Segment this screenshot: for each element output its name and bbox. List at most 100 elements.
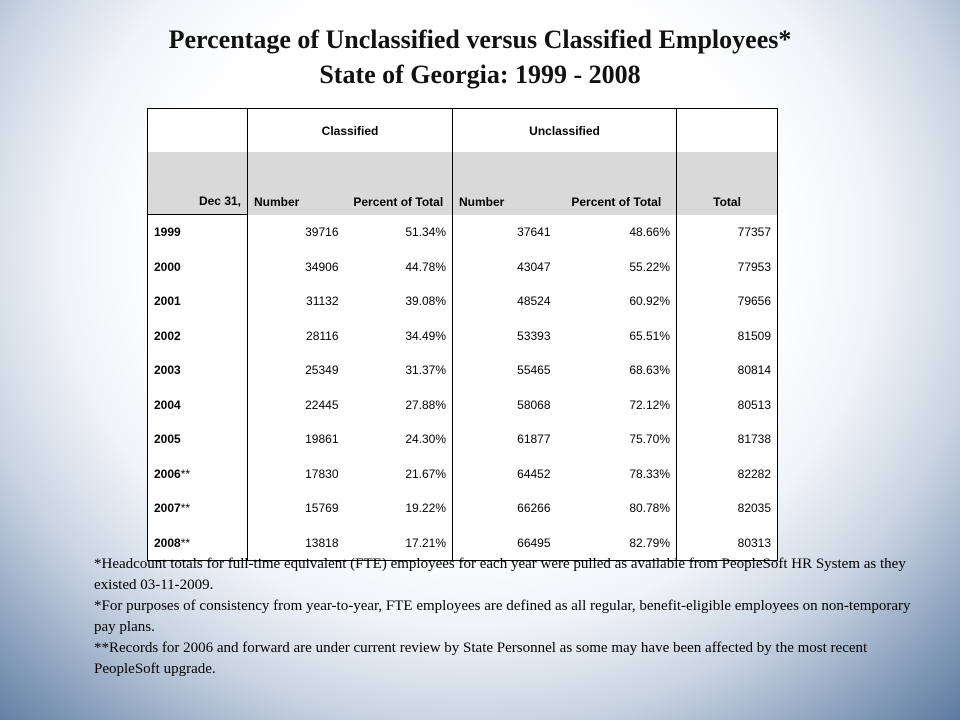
year-label: 2000 — [154, 259, 181, 274]
total-cell: 82282 — [737, 466, 772, 481]
classified-percent-cell: 44.78% — [344, 249, 454, 284]
unclassified-number-cell: 48524 — [517, 294, 551, 309]
year-cell: 2003 — [147, 353, 248, 388]
classified-percent-cell: 39.08% — [344, 284, 454, 319]
employee-table: Classified Unclassified Dec 31, Number P… — [147, 108, 779, 561]
year-label: 2002 — [154, 328, 181, 343]
year-label: 2005 — [154, 432, 181, 447]
col-header-total: Total — [676, 152, 778, 215]
total-cell: 80814 — [737, 363, 772, 378]
year-cell: 2004 — [147, 387, 248, 422]
unclassified-percent-cell: 60.92% — [556, 284, 678, 319]
year-label: 1999 — [154, 225, 181, 240]
table-row: 2000 34906 44.78% 43047 55.22% 77953 — [147, 249, 778, 284]
col-header-date: Dec 31, — [147, 152, 248, 215]
table-row: 2004 22445 27.88% 58068 72.12% 80513 — [147, 387, 778, 422]
classified-number-cell: 25349 — [305, 363, 339, 378]
year-cell: 2002 — [147, 318, 248, 353]
year-cell: 1999 — [147, 214, 248, 250]
year-cell: 2000 — [147, 249, 248, 284]
classified-number-cell: 17830 — [305, 466, 339, 481]
unclassified-percent-cell: 78.33% — [556, 456, 678, 491]
col-header-classified-percent: Percent of Total — [344, 152, 454, 215]
unclassified-number-cell: 55465 — [517, 363, 551, 378]
classified-number-cell: 22445 — [305, 397, 339, 412]
year-label: 2003 — [154, 363, 181, 378]
classified-percent-cell: 17.21% — [344, 525, 454, 561]
year-label: 2004 — [154, 397, 181, 412]
unclassified-percent-cell: 82.79% — [556, 525, 678, 561]
table-row: 2007** 15769 19.22% 66266 80.78% 82035 — [147, 491, 778, 526]
table-row: 2002 28116 34.49% 53393 65.51% 81509 — [147, 318, 778, 353]
classified-number-cell: 31132 — [306, 294, 339, 309]
unclassified-percent-cell: 75.70% — [556, 422, 678, 457]
table-row: 2003 25349 31.37% 55465 68.63% 80814 — [147, 353, 778, 388]
unclassified-percent-cell: 80.78% — [556, 491, 678, 526]
classified-number-cell: 34906 — [305, 259, 339, 274]
group-header-classified: Classified — [247, 108, 454, 152]
year-footnote-marker: ** — [180, 535, 191, 550]
classified-number-cell: 13818 — [305, 535, 339, 550]
classified-percent-cell: 24.30% — [344, 422, 454, 457]
unclassified-number-cell: 43047 — [517, 259, 551, 274]
col-header-unclassified-number: Number — [452, 152, 557, 215]
unclassified-number-cell: 66495 — [517, 535, 551, 550]
year-label: 2001 — [154, 294, 181, 309]
footnotes: *Headcount totals for full-time equivale… — [94, 554, 924, 680]
year-label: 2008 — [154, 535, 181, 550]
year-label: 2006 — [154, 466, 181, 481]
unclassified-number-cell: 61877 — [517, 432, 551, 447]
classified-percent-cell: 34.49% — [344, 318, 454, 353]
table-row: 2008** 13818 17.21% 66495 82.79% 80313 — [147, 525, 778, 561]
classified-number-cell: 39716 — [305, 225, 339, 239]
unclassified-percent-cell: 48.66% — [556, 214, 678, 250]
year-cell: 2005 — [147, 422, 248, 457]
unclassified-number-cell: 58068 — [517, 397, 551, 412]
table-row: 2001 31132 39.08% 48524 60.92% 79656 — [147, 284, 778, 319]
table-row: 2006** 17830 21.67% 64452 78.33% 82282 — [147, 456, 778, 491]
classified-percent-cell: 21.67% — [344, 456, 454, 491]
title-line-2: State of Georgia: 1999 - 2008 — [319, 60, 641, 89]
classified-number-cell: 28116 — [306, 328, 339, 343]
classified-number-cell: 15769 — [305, 501, 339, 516]
footnote-fte-definition: *For purposes of consistency from year-t… — [94, 598, 911, 635]
group-header-unclassified: Unclassified — [452, 108, 678, 152]
total-cell: 82035 — [737, 501, 772, 516]
col-header-unclassified-percent: Percent of Total — [556, 152, 678, 215]
year-cell: 2007** — [147, 491, 248, 526]
year-cell: 2008** — [147, 525, 248, 561]
unclassified-percent-cell: 55.22% — [556, 249, 678, 284]
total-cell: 80313 — [737, 535, 772, 550]
total-cell: 79656 — [737, 294, 772, 309]
group-header-row: Classified Unclassified — [147, 108, 778, 152]
table-row: 2005 19861 24.30% 61877 75.70% 81738 — [147, 422, 778, 457]
total-cell: 81738 — [737, 432, 772, 447]
classified-percent-cell: 31.37% — [344, 353, 454, 388]
title-line-1: Percentage of Unclassified versus Classi… — [168, 25, 792, 54]
footnote-records-review: **Records for 2006 and forward are under… — [94, 640, 868, 677]
total-cell: 77953 — [737, 259, 772, 274]
total-cell: 80513 — [737, 397, 772, 412]
classified-percent-cell: 27.88% — [344, 387, 454, 422]
total-cell: 77357 — [737, 225, 772, 239]
column-header-row: Dec 31, Number Percent of Total Number P… — [147, 152, 778, 215]
unclassified-percent-cell: 72.12% — [556, 387, 678, 422]
unclassified-number-cell: 37641 — [517, 225, 551, 239]
col-header-classified-number: Number — [247, 152, 345, 215]
total-cell: 81509 — [737, 328, 772, 343]
classified-percent-cell: 51.34% — [344, 214, 454, 250]
year-cell: 2001 — [147, 284, 248, 319]
year-label: 2007 — [154, 501, 181, 516]
unclassified-number-cell: 53393 — [517, 328, 551, 343]
classified-number-cell: 19861 — [305, 432, 339, 447]
unclassified-number-cell: 64452 — [517, 466, 551, 481]
slide-title: Percentage of Unclassified versus Classi… — [0, 22, 960, 92]
classified-percent-cell: 19.22% — [344, 491, 454, 526]
table-row: 1999 39716 51.34% 37641 48.66% 77357 — [147, 214, 778, 250]
year-cell: 2006** — [147, 456, 248, 491]
unclassified-number-cell: 66266 — [517, 501, 551, 516]
year-footnote-marker: ** — [180, 501, 191, 516]
year-footnote-marker: ** — [180, 466, 191, 481]
unclassified-percent-cell: 68.63% — [556, 353, 678, 388]
unclassified-percent-cell: 65.51% — [556, 318, 678, 353]
